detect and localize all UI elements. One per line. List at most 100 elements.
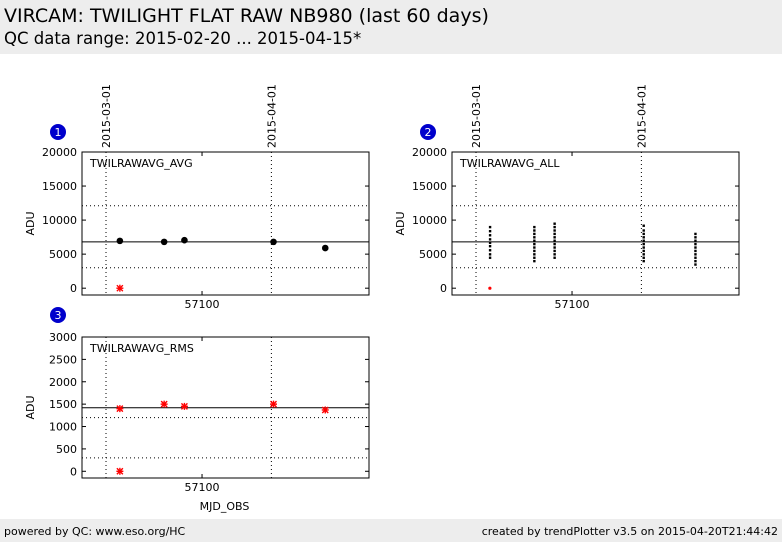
data-point (553, 242, 556, 246)
panel-label: TWILRAWAVG_ALL (459, 157, 560, 170)
data-point (533, 225, 536, 229)
date-label: 2015-04-01 (265, 84, 278, 148)
data-point (488, 238, 492, 241)
footer-created-by: created by trendPlotter v3.5 on 2015-04-… (481, 525, 778, 538)
data-point (160, 238, 168, 246)
outlier-point (116, 405, 124, 413)
data-point (181, 236, 188, 244)
data-point (642, 232, 645, 236)
date-label: 2015-03-01 (100, 84, 113, 148)
y-tick-label: 20000 (412, 146, 447, 159)
data-point (642, 256, 645, 259)
outlier-point (160, 400, 168, 408)
date-label: 2015-04-01 (635, 84, 648, 148)
data-point (116, 237, 124, 245)
data-point (642, 229, 645, 232)
data-point (553, 239, 556, 242)
chart-panel-1: 1 2015-03-01 2015-04-01 0 5000 10000 15000 2000… (24, 84, 370, 311)
outlier-point (488, 286, 492, 290)
y-tick-label: 2000 (49, 376, 77, 389)
data-point (533, 229, 536, 232)
outlier-point (321, 406, 329, 414)
data-point (553, 229, 556, 232)
data-point (642, 246, 645, 249)
data-point (533, 249, 536, 253)
y-tick-label: 0 (70, 465, 77, 478)
panel-badge-number: 3 (55, 309, 62, 322)
y-tick-label: 500 (56, 443, 77, 456)
data-point (553, 249, 556, 253)
data-point (553, 246, 556, 249)
y-tick-label: 0 (70, 282, 77, 295)
data-point (694, 236, 697, 239)
data-point (642, 242, 645, 246)
data-point (533, 256, 536, 259)
footer-powered-by: powered by QC: www.eso.org/HC (4, 525, 186, 538)
data-point (553, 256, 556, 259)
data-point (488, 256, 492, 259)
plot-frame (451, 151, 740, 296)
y-tick-label: 1500 (49, 398, 77, 411)
data-point (694, 256, 697, 259)
data-point (533, 253, 536, 256)
x-tick-label: 57100 (555, 298, 590, 311)
y-tick-label: 20000 (42, 146, 77, 159)
data-point (694, 253, 697, 256)
x-tick-label: 57100 (185, 481, 220, 494)
y-axis-label: ADU (24, 211, 37, 235)
footer-bar: powered by QC: www.eso.org/HC created by… (0, 519, 782, 542)
data-point (642, 236, 645, 239)
plots-area: 1 2015-03-01 2015-04-010500010000150002000… (24, 84, 740, 513)
data-point (533, 232, 536, 236)
data-point (694, 239, 697, 242)
y-tick-label: 0 (440, 282, 447, 295)
plot-frame (81, 151, 370, 296)
data-point (694, 263, 697, 266)
data-point (533, 236, 536, 239)
data-point (694, 232, 697, 236)
chart-panel-3: 3 0 500 1000 1500 2000 2500 3000 57100 TWILRAWAVG… (24, 307, 370, 513)
data-point (694, 249, 697, 253)
data-point (533, 246, 536, 249)
data-point (553, 236, 556, 239)
y-tick-label: 15000 (42, 180, 77, 193)
y-tick-label: 5000 (419, 248, 447, 261)
data-point (642, 224, 645, 227)
data-point (488, 253, 492, 256)
page-subtitle: QC data range: 2015-02-20 ... 2015-04-15… (4, 29, 362, 48)
chart-panel-2: 2 2015-03-01 2015-04-01 0 5000 10000 15000 2000… (394, 84, 740, 311)
outlier-point (116, 467, 124, 475)
panel-label: TWILRAWAVG_AVG (89, 157, 193, 170)
data-point (553, 225, 556, 229)
data-point (270, 238, 277, 246)
y-tick-label: 3000 (49, 331, 77, 344)
data-point (694, 246, 697, 249)
data-point (533, 259, 536, 263)
panel-badge-circle (50, 124, 66, 140)
y-axis-label: ADU (24, 395, 37, 419)
data-point (642, 253, 645, 256)
x-tick-label: 57100 (185, 298, 220, 311)
data-point (553, 253, 556, 256)
y-axis-label: ADU (394, 211, 407, 235)
data-point (488, 229, 492, 233)
data-point (642, 259, 645, 263)
data-point (488, 225, 492, 229)
y-tick-label: 10000 (412, 214, 447, 227)
outlier-point (116, 284, 124, 292)
data-point (553, 222, 556, 225)
data-point (488, 249, 492, 252)
header-bar: VIRCAM: TWILIGHT FLAT RAW NB980 (last 60… (0, 0, 782, 54)
data-point (533, 242, 536, 246)
data-point (694, 259, 697, 263)
panel-badge-circle (420, 124, 436, 140)
data-point (321, 244, 329, 252)
panel-label: TWILRAWAVG_RMS (89, 342, 194, 355)
y-tick-label: 1000 (49, 421, 77, 434)
data-point (694, 242, 697, 246)
data-point (488, 234, 492, 237)
y-tick-label: 15000 (412, 180, 447, 193)
page-title: VIRCAM: TWILIGHT FLAT RAW NB980 (last 60… (4, 5, 489, 27)
x-axis-label: MJD_OBS (200, 500, 250, 513)
data-point (642, 239, 645, 242)
